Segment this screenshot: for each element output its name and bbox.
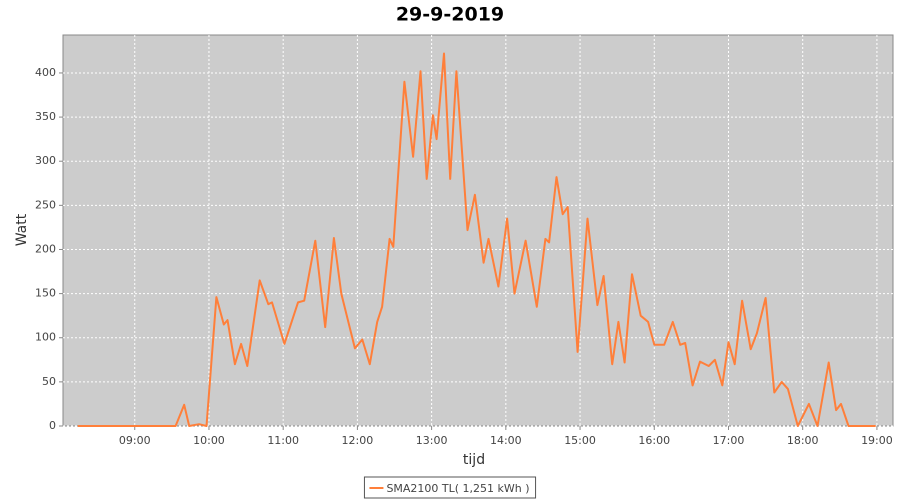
y-axis-title: Watt xyxy=(14,213,30,246)
x-tick-label: 11:00 xyxy=(267,434,299,447)
y-tick-label: 300 xyxy=(35,154,56,167)
x-tick-label: 18:00 xyxy=(787,434,819,447)
x-tick-label: 10:00 xyxy=(193,434,225,447)
x-tick-label: 16:00 xyxy=(638,434,670,447)
y-tick-label: 200 xyxy=(35,242,56,255)
legend: SMA2100 TL( 1,251 kWh ) xyxy=(363,476,537,499)
x-tick-label: 19:00 xyxy=(861,434,893,447)
x-tick-label: 09:00 xyxy=(119,434,151,447)
x-tick-label: 17:00 xyxy=(713,434,745,447)
x-tick-label: 13:00 xyxy=(416,434,448,447)
legend-box xyxy=(363,476,537,499)
x-tick-label: 15:00 xyxy=(564,434,596,447)
plot-area xyxy=(62,34,894,427)
y-tick-label: 350 xyxy=(35,110,56,123)
y-tick-label: 50 xyxy=(42,375,56,388)
y-tick-label: 400 xyxy=(35,66,56,79)
x-tick-label: 14:00 xyxy=(490,434,522,447)
x-axis-title: tijd xyxy=(463,452,485,468)
legend-label: SMA2100 TL( 1,251 kWh ) xyxy=(386,482,529,495)
line-series xyxy=(77,52,876,427)
x-tick-label: 12:00 xyxy=(342,434,374,447)
y-tick-label: 0 xyxy=(49,419,56,432)
chart-title: 29-9-2019 xyxy=(396,4,504,26)
y-tick-label: 100 xyxy=(35,331,56,344)
y-tick-label: 250 xyxy=(35,198,56,211)
y-tick-label: 150 xyxy=(35,287,56,300)
